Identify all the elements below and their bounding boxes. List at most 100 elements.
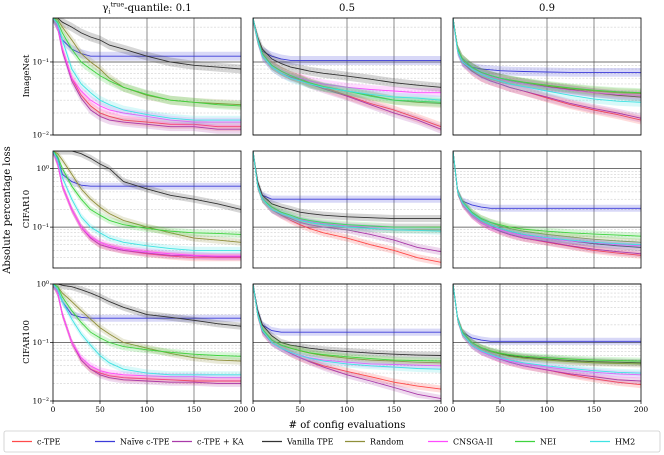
series-group <box>53 151 241 262</box>
row-label-cifar100: CIFAR100 <box>22 320 32 364</box>
series-group <box>253 18 441 134</box>
subplot-cifar10-q01: 10⁰ 10⁻¹ <box>32 150 242 269</box>
x-tick-label: 0 <box>251 405 256 414</box>
band-nei <box>53 284 241 360</box>
series-line-nei <box>453 18 641 94</box>
legend-label: c-TPE <box>37 438 61 447</box>
band-c-tpe-ka <box>253 151 441 256</box>
series-line-vanilla-tpe <box>53 151 241 210</box>
series-line-hm2 <box>253 151 441 232</box>
series-line-random <box>53 151 241 243</box>
x-tick-label: 50 <box>495 405 505 414</box>
band-c-tpe-ka <box>453 18 641 123</box>
series-line-vanilla-tpe <box>253 151 441 220</box>
legend-item-c-tpe-ka: c-TPE + KA <box>172 438 244 447</box>
legend-item-c-tpe: c-TPE <box>12 438 61 447</box>
series-group <box>453 151 641 259</box>
band-nei <box>453 18 641 98</box>
band-c-tpe <box>453 284 641 389</box>
legend-item-nei: NEI <box>515 438 556 447</box>
band-naive-c-tpe <box>453 151 641 212</box>
series-line-cnsga-ii <box>53 18 241 123</box>
series-line-cnsga-ii <box>53 151 241 257</box>
band-vanilla-tpe <box>253 18 441 92</box>
series-line-hm2 <box>453 151 641 246</box>
series-group <box>253 284 441 401</box>
legend-item-hm2: HM2 <box>590 438 635 447</box>
column-title-0.5: 0.5 <box>339 3 355 14</box>
legend-item-cnsga-ii: CNSGA-II <box>428 438 493 447</box>
axes-frame <box>52 150 242 269</box>
band-random <box>53 18 241 110</box>
series-line-hm2 <box>53 151 241 251</box>
axes-frame <box>452 150 642 269</box>
series-line-vanilla-tpe <box>253 18 441 88</box>
x-tick-label: 150 <box>187 405 202 414</box>
band-hm2 <box>53 18 241 125</box>
band-hm2 <box>53 284 241 379</box>
series-line-nei <box>53 18 241 107</box>
x-tick-label: 200 <box>434 405 449 414</box>
legend-label: HM2 <box>615 438 635 447</box>
band-hm2 <box>253 18 441 105</box>
series-line-c-tpe-ka <box>53 18 241 130</box>
y-tick-label: 10⁻² <box>32 131 49 140</box>
series-line-naive-c-tpe <box>453 151 641 209</box>
band-naive-c-tpe <box>253 151 441 203</box>
x-tick-label: 150 <box>387 405 402 414</box>
column-title-0.9: 0.9 <box>539 3 555 14</box>
series-group <box>53 284 241 387</box>
column-title-subscript: i <box>108 8 110 16</box>
column-title-superscript: true <box>110 1 124 9</box>
series-line-hm2 <box>53 18 241 121</box>
y-tick-label: 10⁰ <box>36 164 49 173</box>
subplot-cifar10-q09 <box>452 150 642 269</box>
subplot-imagenet-q01: 10⁻¹ 10⁻² <box>32 17 242 140</box>
series-line-naive-c-tpe <box>253 18 441 61</box>
y-tick-label: 10⁻¹ <box>32 223 49 232</box>
x-tick-label: 50 <box>295 405 305 414</box>
subplot-imagenet-q09 <box>452 17 642 136</box>
band-nei <box>253 18 441 107</box>
legend-frame <box>3 430 661 453</box>
series-line-naive-c-tpe <box>253 151 441 200</box>
y-axis-label: Absolute percentage loss <box>2 146 13 275</box>
series-line-cnsga-ii <box>453 151 641 247</box>
series-line-nei <box>253 284 441 362</box>
band-vanilla-tpe <box>53 18 241 74</box>
legend-item-random: Random <box>345 438 404 447</box>
series-line-naive-c-tpe <box>53 151 241 187</box>
x-tick-label: 100 <box>340 405 355 414</box>
legend-item-vanilla-tpe: Vanilla TPE <box>262 438 334 447</box>
series-group <box>453 284 641 389</box>
series-line-naive-c-tpe <box>253 284 441 333</box>
legend-item-naive-c-tpe: Naïve c-TPE <box>95 438 170 447</box>
series-line-vanilla-tpe <box>53 284 241 327</box>
series-line-nei <box>53 151 241 235</box>
band-c-tpe <box>253 284 441 393</box>
series-line-hm2 <box>53 284 241 376</box>
subplot-imagenet-q05 <box>252 17 442 136</box>
band-c-tpe <box>453 151 641 259</box>
band-naive-c-tpe <box>453 284 641 345</box>
column-title-0.1: γitrue-quantile: 0.1 <box>102 1 191 16</box>
grid <box>453 150 641 269</box>
band-vanilla-tpe <box>53 151 241 214</box>
x-tick-label: 100 <box>540 405 555 414</box>
column-title-suffix: -quantile: 0.1 <box>124 3 191 14</box>
axes-frame <box>252 17 442 136</box>
band-nei <box>53 151 241 238</box>
y-tick-label: 10⁻¹ <box>32 338 49 347</box>
series-line-hm2 <box>253 284 441 370</box>
series-line-naive-c-tpe <box>453 284 641 342</box>
band-nei <box>53 18 241 111</box>
x-tick-label: 150 <box>587 405 602 414</box>
column-titles: γitrue-quantile: 0.1 0.5 0.9 <box>102 1 555 16</box>
y-tick-label: 10⁻² <box>32 397 49 406</box>
series-line-cnsga-ii <box>53 284 241 379</box>
series-group <box>53 18 241 134</box>
legend: c-TPE Naïve c-TPE c-TPE + KA Vanilla TPE Ran… <box>3 430 661 453</box>
x-tick-label: 0 <box>51 405 56 414</box>
subplot-cifar10-q05 <box>252 150 442 269</box>
axes-frame <box>252 150 442 269</box>
